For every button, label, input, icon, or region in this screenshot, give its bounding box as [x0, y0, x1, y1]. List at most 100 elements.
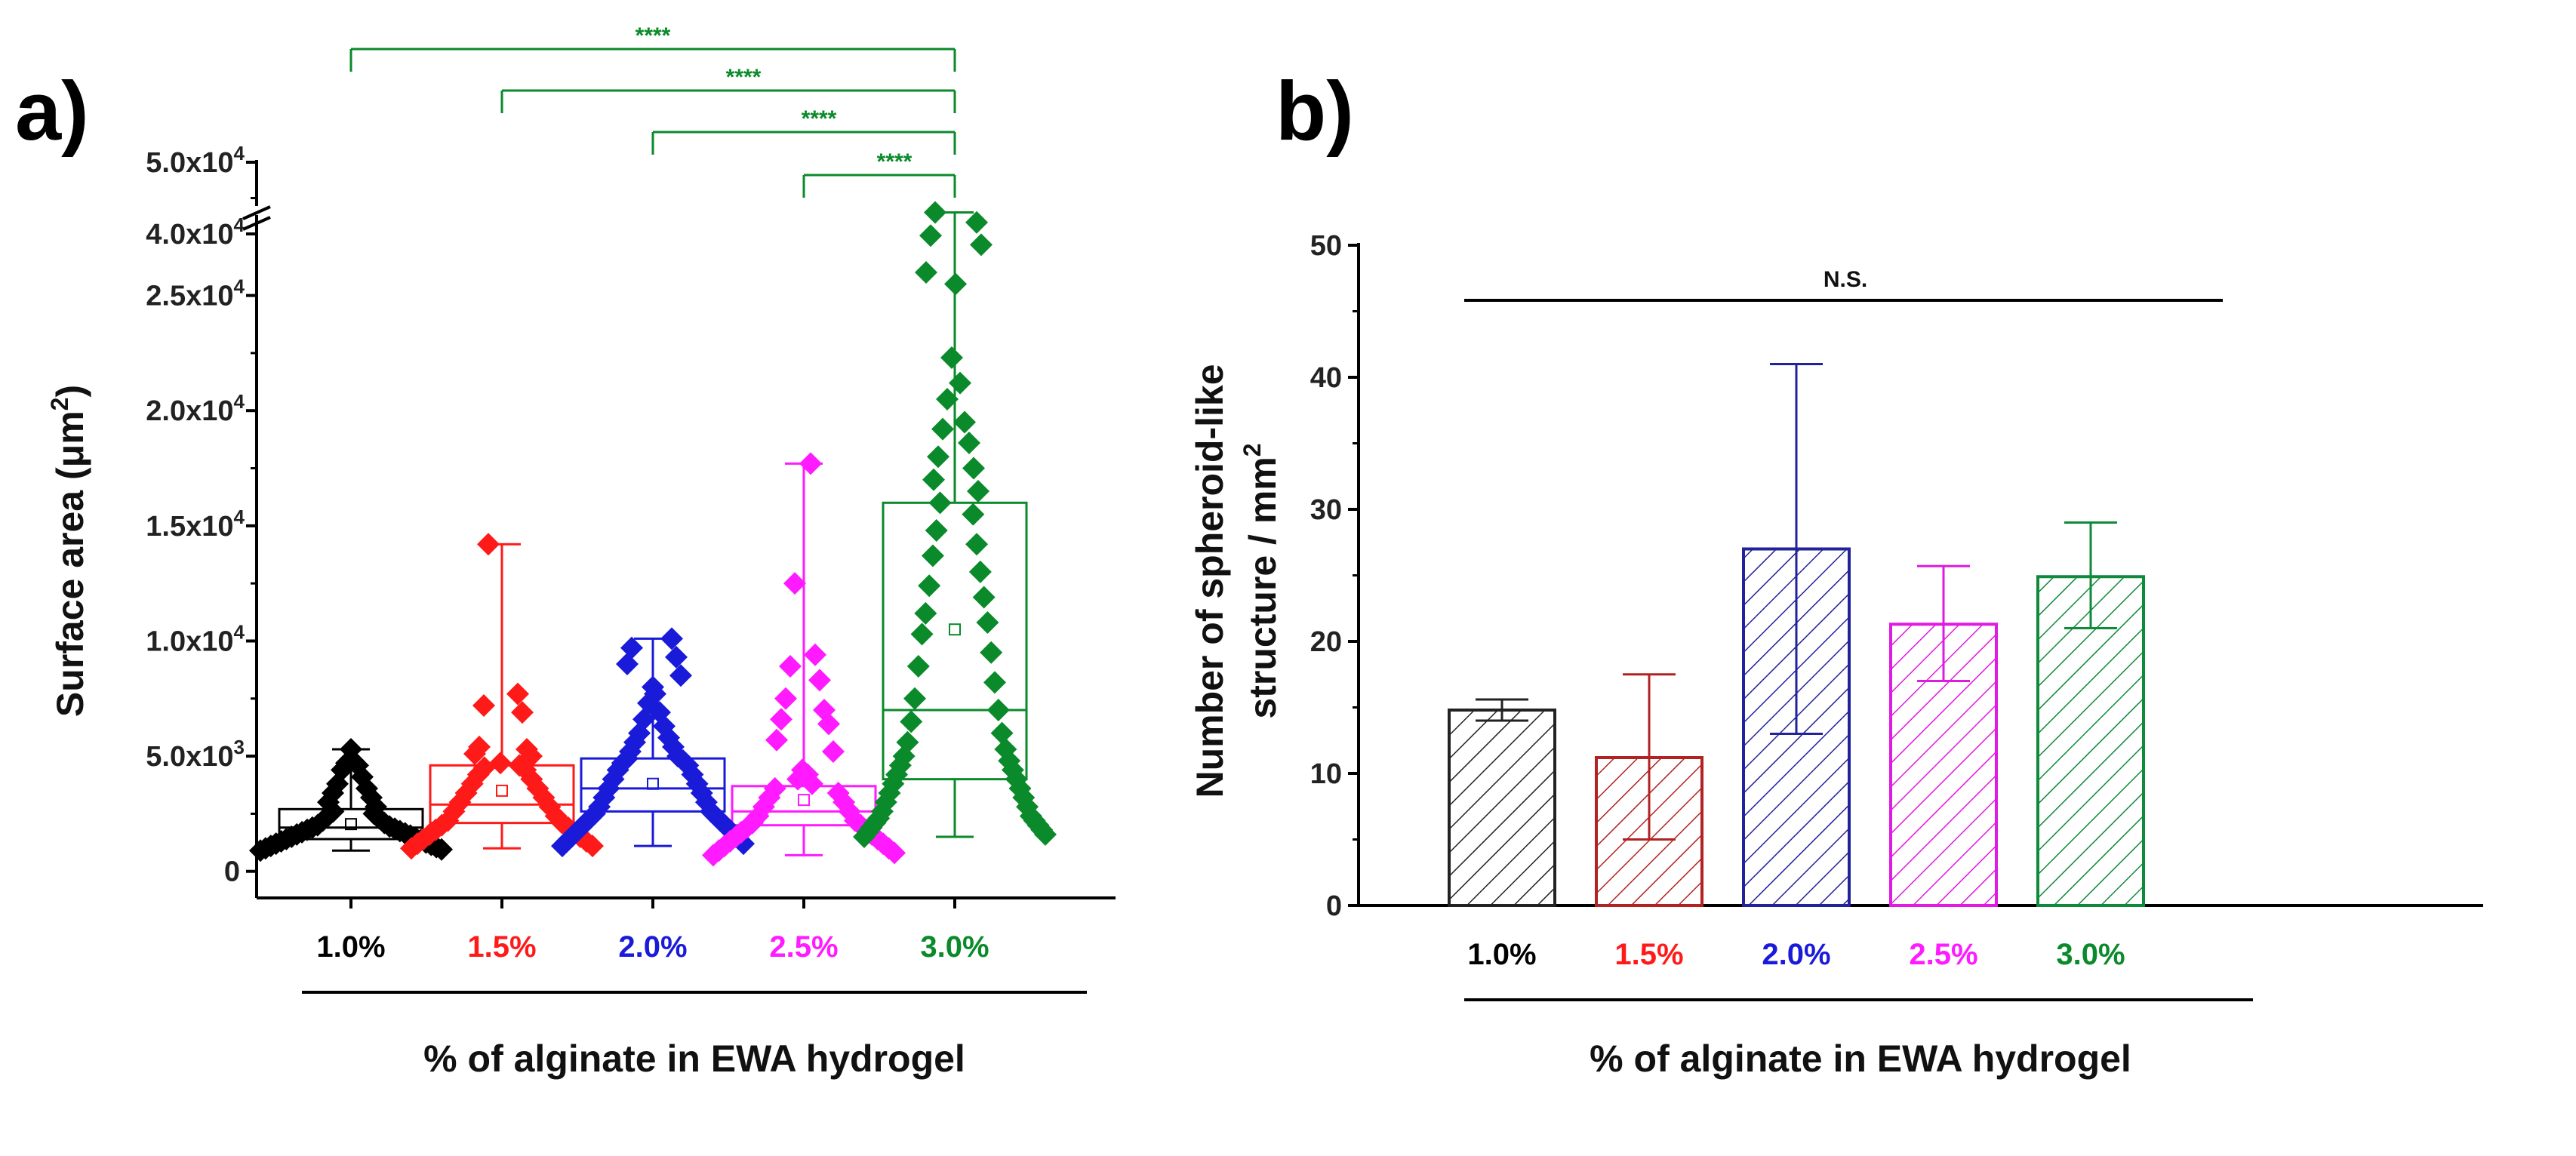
panel-b-y-tick-label: 0 [1326, 890, 1342, 922]
data-point [632, 708, 655, 731]
data-point [962, 503, 985, 526]
data-point [940, 346, 963, 369]
data-point [642, 675, 664, 699]
data-point [928, 491, 952, 515]
data-point [968, 560, 992, 583]
data-point [918, 574, 941, 598]
x-category-label: 1.0% [316, 930, 385, 964]
data-point [340, 737, 362, 761]
data-point [944, 272, 967, 296]
data-point [994, 737, 1017, 761]
data-point [472, 756, 496, 779]
data-point [681, 763, 704, 786]
data-point [990, 721, 1014, 745]
panel-a-categories: 1.0% 1.5% 2.0% 2.5% 3.0% [316, 898, 989, 964]
data-point [783, 572, 806, 595]
data-point [770, 708, 792, 731]
data-point [914, 601, 937, 625]
data-point [885, 763, 909, 786]
data-point [972, 586, 996, 609]
data-point [472, 693, 495, 717]
x-category-label: 2.5% [769, 930, 838, 964]
panel-b-ns-label: N.S. [1824, 267, 1867, 292]
panel-a-y-tick-label: 2.0x104 [146, 390, 245, 427]
box-iqr [882, 501, 1028, 781]
data-point [962, 457, 985, 480]
panel-a-x-axis-title: % of alginate in EWA hydrogel [423, 1038, 965, 1080]
data-point [967, 480, 989, 503]
data-point [910, 623, 934, 646]
data-point [351, 765, 374, 789]
data-point [983, 671, 1007, 694]
panel-a-boxes [278, 211, 1028, 856]
data-point [906, 655, 930, 678]
panel-a-axis-break [242, 205, 271, 231]
panel-a-y-tick-label: 5.0x103 [146, 736, 245, 773]
panel-a-y-tick-label: 1.5x104 [146, 506, 245, 543]
data-point [763, 776, 786, 800]
significance-label: **** [877, 149, 913, 174]
data-point [986, 699, 1010, 722]
data-point [822, 740, 845, 763]
data-point [774, 687, 797, 710]
bar [1448, 709, 1556, 907]
significance-label: **** [636, 23, 671, 48]
panel-b-y-tick-label: 10 [1310, 758, 1342, 790]
data-point [489, 752, 512, 775]
data-point [980, 641, 1003, 664]
data-point [965, 211, 988, 234]
panel-b-y-tick-label: 50 [1310, 230, 1342, 262]
data-point [620, 636, 643, 659]
data-point [791, 758, 814, 782]
x-category-label: 1.0% [1467, 938, 1536, 971]
box-mean [949, 623, 961, 636]
box-mean [496, 784, 508, 797]
data-point [953, 410, 976, 434]
x-category-label: 2.0% [618, 930, 687, 964]
x-category-label: 2.0% [1762, 938, 1830, 971]
box-iqr [580, 757, 726, 813]
panel-a-y-tick-label: 0 [224, 856, 240, 888]
panel-b-y-ticks: 0 10 20 30 40 50 [1310, 230, 1359, 922]
data-point [921, 544, 944, 567]
data-point [765, 728, 788, 752]
data-point [936, 387, 959, 410]
panel-b-y-tick-label: 40 [1310, 362, 1342, 394]
data-point [896, 730, 919, 754]
panel-a-significance: **** **** **** **** [349, 23, 956, 198]
panel-b-x-axis-title: % of alginate in EWA hydrogel [1590, 1038, 2131, 1080]
data-point [970, 233, 993, 257]
box-iqr [278, 807, 424, 841]
significance-label: **** [802, 106, 837, 131]
data-point [616, 653, 639, 675]
panel-a-y-ticks: 0 5.0x103 1.0x104 1.5x104 2.0x104 2.5x104 4.0x… [146, 142, 257, 888]
panel-b-error-bars [1476, 363, 2117, 841]
data-point [511, 701, 534, 724]
panel-a-y-tick-label: 1.0x104 [146, 620, 245, 657]
data-point [826, 781, 850, 804]
data-point [965, 533, 989, 556]
data-point [903, 687, 926, 710]
data-point [931, 417, 954, 441]
data-point [808, 669, 831, 692]
x-category-label: 3.0% [920, 930, 989, 964]
box-mean [345, 818, 357, 831]
box-mean [647, 777, 659, 790]
panel-a-y-tick-label: 4.0x104 [146, 214, 245, 251]
data-point [466, 763, 490, 786]
data-point [900, 710, 923, 733]
data-point [779, 655, 802, 678]
box-mean [798, 794, 810, 807]
panel-a-chart: a) Surface area (μm2) 0 5.0x103 1.0x104 1.5… [15, 23, 1116, 1080]
data-point [799, 452, 822, 475]
data-point [669, 664, 692, 687]
x-category-label: 1.5% [1614, 938, 1683, 971]
data-point [660, 627, 683, 650]
panel-b-label: b) [1276, 65, 1354, 158]
data-point [915, 261, 937, 284]
panel-a-label: a) [15, 65, 89, 158]
x-category-label: 1.5% [467, 930, 536, 964]
x-category-label: 3.0% [2056, 938, 2125, 971]
panel-b-y-tick-label: 20 [1310, 626, 1342, 658]
